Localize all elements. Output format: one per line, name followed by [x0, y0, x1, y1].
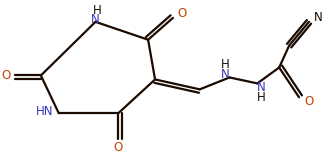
- Text: H: H: [221, 58, 230, 71]
- Text: O: O: [114, 141, 123, 154]
- Text: H: H: [93, 4, 102, 17]
- Text: N: N: [221, 68, 230, 81]
- Text: O: O: [2, 69, 11, 82]
- Text: O: O: [304, 95, 314, 108]
- Text: N: N: [314, 11, 322, 24]
- Text: N: N: [257, 81, 266, 94]
- Text: O: O: [177, 7, 187, 20]
- Text: HN: HN: [36, 105, 53, 118]
- Text: H: H: [257, 91, 266, 104]
- Text: N: N: [91, 13, 100, 26]
